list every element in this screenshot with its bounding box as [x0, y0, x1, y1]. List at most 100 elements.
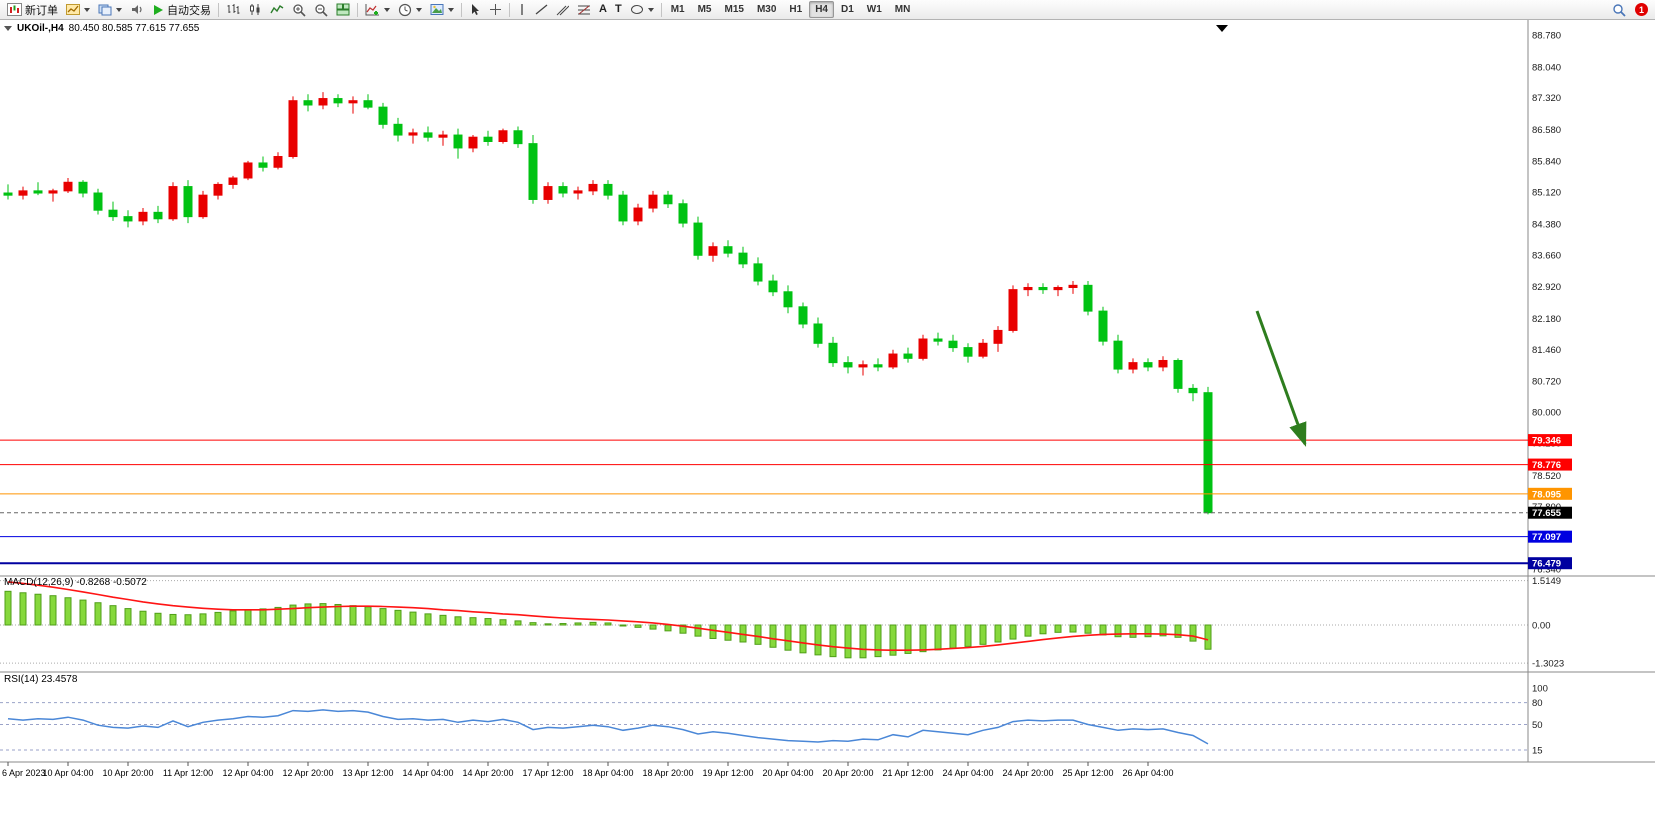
- tile-windows-icon: [336, 3, 350, 16]
- timeframe-H4[interactable]: H4: [809, 1, 834, 18]
- timeframe-MN[interactable]: MN: [894, 4, 911, 15]
- template-button[interactable]: [426, 1, 458, 19]
- zoom-out-button[interactable]: [310, 1, 332, 19]
- new-chart-button[interactable]: [62, 1, 94, 19]
- vertical-line-tool-button[interactable]: [513, 1, 531, 19]
- candle: [558, 186, 568, 194]
- time-axis-label: 11 Apr 12:00: [163, 768, 213, 778]
- timeframe-M1[interactable]: M1: [670, 4, 685, 15]
- new-order-button[interactable]: 新订单: [3, 1, 62, 19]
- candle: [243, 162, 253, 179]
- rsi-scale-label: 50: [1532, 720, 1543, 731]
- shapes-tool-button[interactable]: [626, 1, 658, 19]
- sound-button[interactable]: [126, 1, 148, 19]
- candle: [528, 143, 538, 200]
- collapse-icon[interactable]: [4, 26, 12, 31]
- candle: [1113, 340, 1123, 370]
- tile-windows-button[interactable]: [332, 1, 354, 19]
- new-chart-icon: [66, 4, 80, 15]
- candle: [348, 100, 358, 104]
- candle: [93, 192, 103, 211]
- candle: [648, 194, 658, 209]
- timeframe-D1[interactable]: D1: [841, 4, 854, 15]
- rsi-scale-label: 100: [1532, 684, 1548, 695]
- zoom-in-button[interactable]: [288, 1, 310, 19]
- timeframe-W1[interactable]: W1: [866, 4, 882, 15]
- crosshair-button[interactable]: [485, 1, 506, 19]
- chevron-down-icon: [647, 7, 654, 12]
- candle: [663, 194, 673, 205]
- bar-chart-type-button[interactable]: [222, 1, 244, 19]
- candle: [78, 181, 88, 194]
- candle: [153, 211, 163, 220]
- time-axis-label: 6 Apr 2023: [2, 768, 46, 778]
- candlestick-type-button[interactable]: [244, 1, 266, 19]
- timeframe-M15[interactable]: M15: [724, 4, 744, 15]
- chevron-down-icon: [116, 7, 122, 12]
- macd-bar: [214, 611, 222, 626]
- macd-bar: [304, 603, 312, 626]
- macd-bar: [559, 623, 567, 626]
- macd-bar: [1084, 624, 1092, 634]
- candle: [1143, 362, 1153, 368]
- timeframe-group: M1 M5 M15 M30 H1 H4 D1 W1 MN: [665, 1, 917, 18]
- candle: [768, 280, 778, 293]
- search-button[interactable]: [1608, 1, 1630, 19]
- price-badge: [1528, 557, 1572, 570]
- indicators-button[interactable]: [361, 1, 394, 19]
- macd-bar: [844, 624, 852, 659]
- candle: [273, 156, 283, 168]
- timeframe-H1[interactable]: H1: [789, 4, 803, 15]
- trendline-tool-button[interactable]: [531, 1, 552, 19]
- macd-bar: [19, 592, 27, 626]
- macd-bar: [994, 624, 1002, 643]
- chart-canvas[interactable]: 88.780 88.040 87.320 86.580 85.840 85.120 84.3…: [0, 20, 1655, 825]
- macd-bar: [469, 617, 477, 626]
- candle: [378, 106, 388, 125]
- candle: [933, 338, 943, 342]
- candle: [258, 162, 268, 168]
- macd-bar: [514, 620, 522, 626]
- toolbar-separator: [461, 2, 462, 17]
- macd-bar: [154, 612, 162, 626]
- cursor-button[interactable]: [465, 1, 485, 19]
- price-badge: [1528, 458, 1572, 471]
- candle: [108, 209, 118, 218]
- price-axis-label: 86.580: [1532, 125, 1561, 136]
- candle: [873, 364, 883, 368]
- candle: [918, 338, 928, 359]
- candle: [363, 100, 373, 108]
- macd-bar: [1174, 624, 1182, 638]
- macd-bar: [784, 624, 792, 651]
- candle: [738, 252, 748, 265]
- line-chart-type-button[interactable]: [266, 1, 288, 19]
- channel-tool-button[interactable]: [552, 1, 573, 19]
- macd-bar: [889, 624, 897, 656]
- ohlc-values: 80.450 80.585 77.615 77.655: [68, 23, 200, 34]
- period-button[interactable]: [394, 1, 426, 19]
- time-axis-label: 14 Apr 20:00: [462, 768, 513, 778]
- candle: [138, 211, 148, 222]
- trend-arrow[interactable]: [1255, 310, 1307, 447]
- timeframe-M5[interactable]: M5: [697, 4, 712, 15]
- macd-bar: [529, 622, 537, 626]
- symbol-header: UKOil-,H4 80.450 80.585 77.615 77.655: [4, 23, 199, 34]
- rsi-label: RSI(14) 23.4578: [4, 674, 78, 685]
- candle: [1008, 289, 1018, 331]
- macd-bar: [409, 611, 417, 626]
- time-axis-label: 26 Apr 04:00: [1122, 768, 1173, 778]
- profiles-button[interactable]: [94, 1, 126, 19]
- macd-bar: [874, 624, 882, 658]
- notification-badge[interactable]: 1: [1635, 3, 1648, 16]
- autotrade-button[interactable]: 自动交易: [148, 1, 215, 19]
- candle: [963, 347, 973, 357]
- macd-bar: [229, 610, 237, 626]
- label-tool-button[interactable]: T: [611, 1, 626, 19]
- candle: [18, 190, 28, 196]
- timeframe-M30[interactable]: M30: [756, 4, 777, 15]
- chart-window[interactable]: 88.780 88.040 87.320 86.580 85.840 85.120 84.3…: [0, 20, 1655, 825]
- fibonacci-tool-button[interactable]: [573, 1, 595, 19]
- macd-bar: [1204, 624, 1212, 650]
- text-tool-button[interactable]: A: [595, 1, 611, 19]
- macd-bar: [79, 599, 87, 626]
